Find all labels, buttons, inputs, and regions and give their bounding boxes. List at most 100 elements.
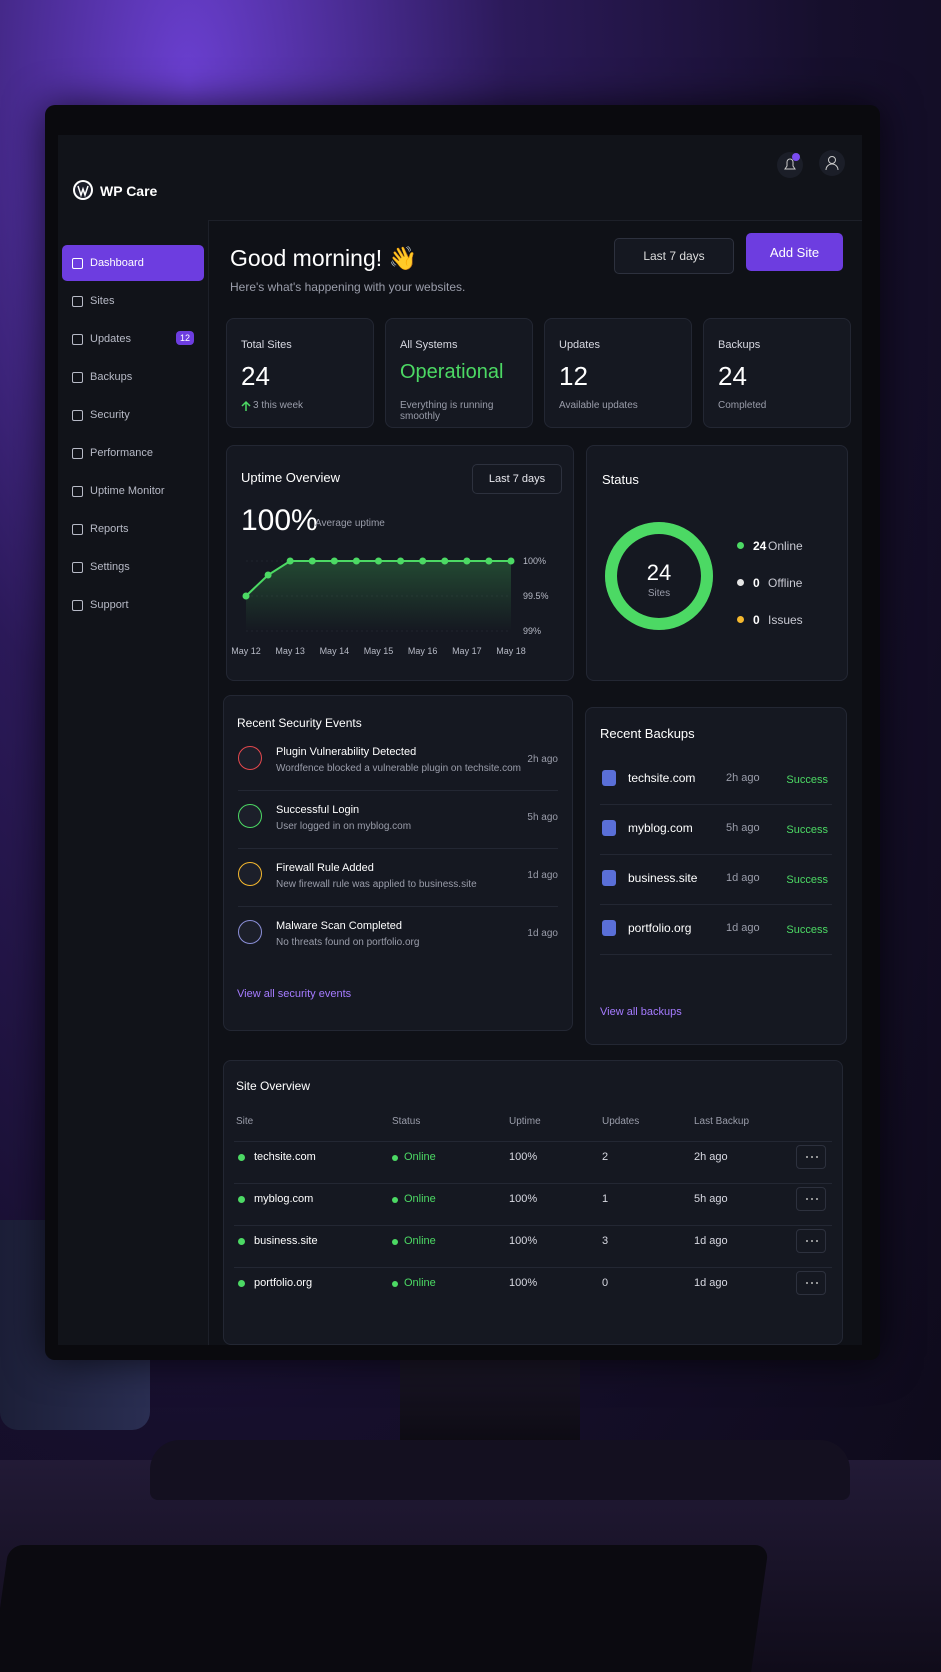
nav-item[interactable]: Dashboard [62, 245, 204, 281]
stat-card: Total Sites 24 3 this week [226, 318, 374, 428]
event-title: Malware Scan Completed [276, 920, 402, 932]
status-donut: 24 Sites [605, 522, 713, 630]
user-avatar[interactable] [818, 149, 846, 177]
uptime-range[interactable]: Last 7 days [472, 464, 562, 494]
divider [600, 804, 832, 805]
status-dot [238, 1280, 245, 1287]
dot [816, 1198, 818, 1200]
x-tick-label: May 17 [452, 646, 482, 656]
row-actions[interactable] [796, 1229, 826, 1253]
nav-icon [72, 410, 83, 421]
donut-total: 24 [647, 560, 671, 585]
row-actions[interactable] [796, 1271, 826, 1295]
nav-item[interactable]: Sites [62, 283, 204, 319]
uptime-point [330, 557, 338, 565]
table-cell: 0 [602, 1277, 609, 1289]
nav-item[interactable]: Support [62, 587, 204, 623]
dot [811, 1282, 813, 1284]
stat-value: 24 [241, 361, 270, 391]
dot [806, 1198, 808, 1200]
nav-item[interactable]: Settings [62, 549, 204, 585]
dot [811, 1156, 813, 1158]
dot [816, 1282, 818, 1284]
table-cell: Online [404, 1193, 436, 1205]
uptime-point [441, 557, 449, 565]
range-dropdown[interactable]: Last 7 days [614, 238, 734, 274]
greeting: Good morning! 👋 [230, 245, 418, 271]
x-tick-label: May 12 [231, 646, 261, 656]
status-dot [392, 1281, 398, 1287]
row-divider [234, 1225, 832, 1226]
app-name: WP Care [100, 183, 158, 199]
stat-value: 24 [718, 361, 747, 391]
nav-icon [72, 600, 83, 611]
uptime-point [507, 557, 515, 565]
add-site-button[interactable]: Add Site [746, 233, 843, 271]
event-icon [238, 862, 262, 886]
nav-icon [72, 296, 83, 307]
backups-link[interactable]: View all backups [600, 1006, 682, 1018]
security-link[interactable]: View all security events [237, 988, 352, 1000]
nav-item[interactable]: Updates 12 [62, 321, 204, 357]
table-cell: 1d ago [694, 1235, 728, 1247]
backup-status: Success [786, 824, 828, 836]
y-tick-label: 99% [523, 626, 541, 636]
row-actions[interactable] [796, 1187, 826, 1211]
backup-time: 1d ago [726, 922, 760, 934]
legend-label: Issues [768, 613, 803, 627]
backups-card: Recent Backups techsite.com 2h ago Success m… [585, 707, 847, 1045]
uptime-title: Uptime Overview [241, 470, 340, 485]
status-dot [392, 1197, 398, 1203]
uptime-point [264, 571, 272, 579]
backup-time: 5h ago [726, 822, 760, 834]
nav-item[interactable]: Security [62, 397, 204, 433]
status-dot [238, 1238, 245, 1245]
legend-label: Offline [768, 576, 803, 590]
stat-value: 12 [559, 361, 588, 391]
backup-icon [602, 870, 616, 886]
backup-site: business.site [628, 871, 698, 885]
row-divider [234, 1141, 832, 1142]
nav-item[interactable]: Performance [62, 435, 204, 471]
stat-value: Operational [400, 361, 504, 383]
table-cell: 100% [509, 1277, 538, 1289]
x-tick-label: May 15 [364, 646, 394, 656]
backup-time: 1d ago [726, 872, 760, 884]
greeting-subtitle: Here's what's happening with your websit… [230, 280, 466, 294]
notification-bell[interactable] [776, 151, 804, 179]
row-divider [234, 1183, 832, 1184]
legend-label: Online [768, 539, 803, 553]
backup-status: Success [786, 924, 828, 936]
column-header: Status [392, 1116, 421, 1127]
nav-icon [72, 372, 83, 383]
x-tick-label: May 16 [408, 646, 438, 656]
dot [811, 1240, 813, 1242]
stat-label: Backups [718, 339, 761, 351]
x-tick-label: May 13 [275, 646, 305, 656]
up-arrow-path [241, 400, 251, 411]
event-desc: New firewall rule was applied to busines… [276, 879, 477, 890]
event-desc: No threats found on portfolio.org [276, 937, 420, 948]
nav-item[interactable]: Backups [62, 359, 204, 395]
column-header: Updates [602, 1116, 640, 1127]
uptime-note: Average uptime [315, 518, 385, 529]
nav-item[interactable]: Uptime Monitor [62, 473, 204, 509]
table-cell: Online [404, 1235, 436, 1247]
uptime-point [308, 557, 316, 565]
x-tick-label: May 18 [496, 646, 526, 656]
nav-icon [72, 448, 83, 459]
screen: WP Care Dashboard Sites Updates 12 Backups Se… [58, 135, 862, 1345]
backup-site: portfolio.org [628, 921, 692, 935]
uptime-point [397, 557, 405, 565]
table-cell: 1d ago [694, 1277, 728, 1289]
nav-icon [72, 486, 83, 497]
row-actions[interactable] [796, 1145, 826, 1169]
column-header: Uptime [509, 1116, 541, 1127]
backup-status: Success [786, 874, 828, 886]
backup-site: myblog.com [628, 821, 693, 835]
stat-label: Updates [559, 339, 600, 351]
uptime-chart: 99% 99.5% 100% May 12 May 13 May 14 May 15 May … [231, 556, 548, 656]
nav-item[interactable]: Reports [62, 511, 204, 547]
top-bar: WP Care [58, 135, 862, 221]
status-dot [392, 1155, 398, 1161]
